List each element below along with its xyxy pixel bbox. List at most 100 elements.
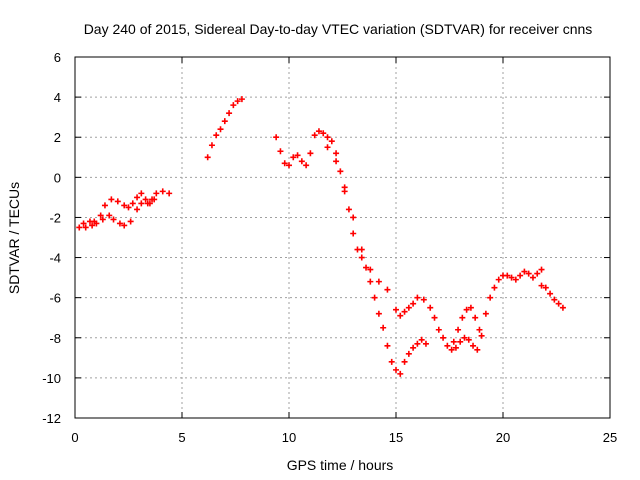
data-series bbox=[204, 96, 245, 161]
data-point bbox=[324, 144, 331, 151]
data-point bbox=[371, 294, 378, 301]
data-point bbox=[431, 314, 438, 321]
data-point bbox=[448, 346, 455, 353]
data-point bbox=[311, 132, 318, 139]
data-point bbox=[474, 346, 481, 353]
y-tick-label: -10 bbox=[42, 371, 61, 386]
data-point bbox=[482, 310, 489, 317]
data-point bbox=[127, 218, 134, 225]
y-tick-label: 6 bbox=[54, 50, 61, 65]
grid bbox=[75, 57, 610, 418]
data-point bbox=[324, 134, 331, 141]
data-point bbox=[388, 358, 395, 365]
x-tick-label: 25 bbox=[603, 430, 617, 445]
data-point bbox=[226, 110, 233, 117]
data-point bbox=[410, 300, 417, 307]
data-point bbox=[337, 168, 344, 175]
data-point bbox=[138, 200, 145, 207]
data-point bbox=[273, 134, 280, 141]
axis-ticks bbox=[74, 56, 611, 419]
data-point bbox=[345, 206, 352, 213]
data-point bbox=[495, 276, 502, 283]
data-point bbox=[384, 342, 391, 349]
data-point bbox=[230, 102, 237, 109]
y-tick-label: -6 bbox=[49, 291, 61, 306]
data-point bbox=[450, 338, 457, 345]
data-point bbox=[512, 276, 519, 283]
data-point bbox=[328, 138, 335, 145]
data-point bbox=[542, 284, 549, 291]
data-point bbox=[76, 224, 83, 231]
data-point bbox=[358, 246, 365, 253]
data-point bbox=[121, 222, 128, 229]
data-point bbox=[504, 272, 511, 279]
data-point bbox=[350, 230, 357, 237]
data-point bbox=[397, 312, 404, 319]
data-point bbox=[238, 96, 245, 103]
data-point bbox=[418, 336, 425, 343]
data-point bbox=[444, 342, 451, 349]
data-point bbox=[452, 344, 459, 351]
data-point bbox=[134, 194, 141, 201]
data-point bbox=[358, 254, 365, 261]
data-point bbox=[121, 202, 128, 209]
data-point bbox=[166, 190, 173, 197]
data-point bbox=[422, 340, 429, 347]
data-point bbox=[476, 326, 483, 333]
data-points bbox=[76, 96, 566, 377]
data-point bbox=[303, 162, 310, 169]
data-point bbox=[401, 308, 408, 315]
data-point bbox=[277, 148, 284, 155]
data-point bbox=[414, 294, 421, 301]
x-tick-label: 10 bbox=[282, 430, 296, 445]
data-point bbox=[363, 264, 370, 271]
data-point bbox=[401, 358, 408, 365]
data-point bbox=[110, 216, 117, 223]
data-point bbox=[463, 306, 470, 313]
data-point bbox=[138, 190, 145, 197]
y-tick-label: -2 bbox=[49, 210, 61, 225]
y-tick-label: -12 bbox=[42, 411, 61, 426]
data-point bbox=[457, 338, 464, 345]
data-point bbox=[142, 196, 149, 203]
data-point bbox=[367, 278, 374, 285]
data-point bbox=[384, 286, 391, 293]
tick-labels: 0 5 10 15 20 25 -12 -10 -8 -6 -4 -2 0 2 4 6 bbox=[42, 50, 617, 445]
data-point bbox=[491, 284, 498, 291]
data-point bbox=[101, 202, 108, 209]
data-point bbox=[116, 220, 123, 227]
y-tick-label: 0 bbox=[54, 170, 61, 185]
chart-title: Day 240 of 2015, Sidereal Day-to-day VTE… bbox=[84, 21, 593, 37]
data-point bbox=[393, 366, 399, 373]
data-point bbox=[108, 196, 115, 203]
data-series bbox=[538, 282, 566, 311]
data-point bbox=[290, 154, 297, 161]
x-tick-label: 15 bbox=[389, 430, 403, 445]
data-point bbox=[204, 154, 211, 161]
data-point bbox=[380, 324, 387, 331]
data-point bbox=[478, 332, 485, 339]
data-point bbox=[91, 218, 98, 225]
data-point bbox=[298, 158, 305, 165]
data-point bbox=[487, 294, 494, 301]
data-point bbox=[146, 200, 153, 207]
data-point bbox=[341, 184, 348, 191]
data-point bbox=[159, 188, 166, 195]
data-point bbox=[455, 326, 462, 333]
data-point bbox=[410, 344, 417, 351]
data-point bbox=[320, 130, 327, 137]
data-point bbox=[534, 270, 541, 277]
data-point bbox=[217, 126, 224, 133]
data-point bbox=[294, 152, 301, 159]
data-point bbox=[134, 206, 141, 213]
data-point bbox=[414, 340, 421, 347]
data-point bbox=[375, 310, 382, 317]
data-point bbox=[213, 132, 220, 139]
data-point bbox=[521, 268, 528, 275]
data-point bbox=[315, 128, 322, 135]
data-point bbox=[375, 278, 382, 285]
data-point bbox=[470, 342, 477, 349]
data-point bbox=[529, 274, 536, 281]
data-point bbox=[281, 160, 288, 167]
data-point bbox=[551, 296, 558, 303]
